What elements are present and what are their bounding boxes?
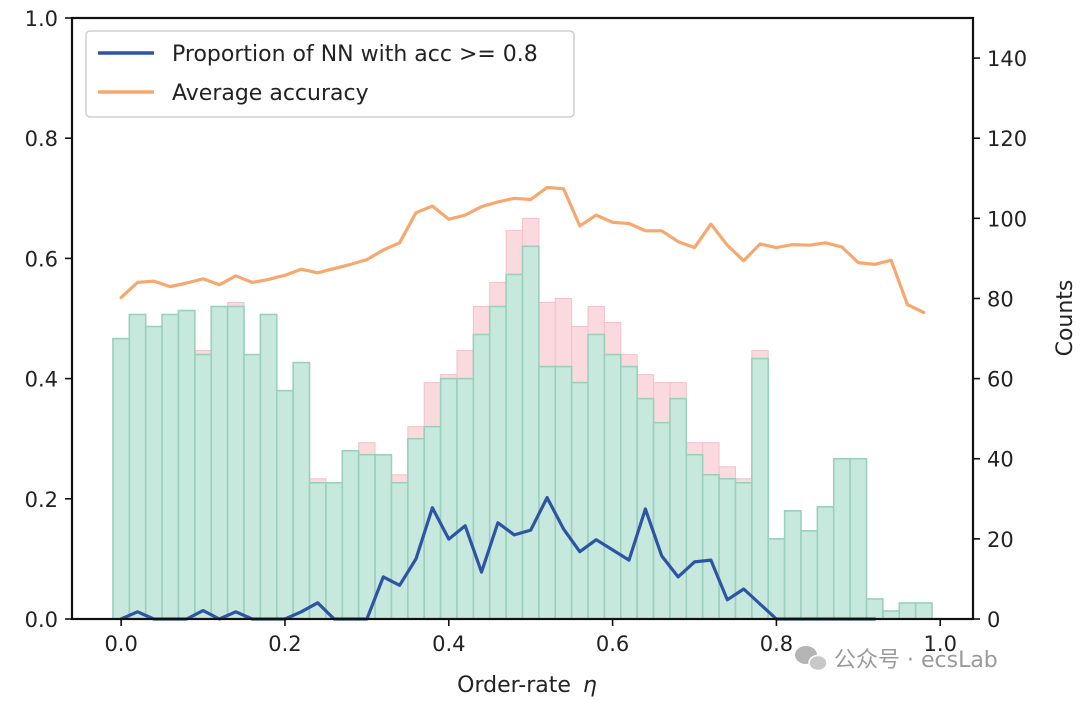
histogram-foreground-bar xyxy=(325,481,344,620)
x-tick-label: 0.2 xyxy=(268,632,301,656)
right-y-tick-label: 60 xyxy=(987,368,1014,392)
histogram-foreground-bar xyxy=(194,353,213,620)
histogram-foreground-bar xyxy=(652,421,671,620)
left-y-tick-label: 0.4 xyxy=(25,368,58,392)
histogram-foreground-bars xyxy=(112,245,933,620)
x-tick-label: 1.0 xyxy=(924,632,957,656)
right-y-tick-label: 120 xyxy=(987,127,1027,151)
right-y-tick-label: 0 xyxy=(987,608,1000,632)
histogram-foreground-bar xyxy=(816,506,835,620)
series-lines xyxy=(119,185,926,621)
histogram-foreground-bar xyxy=(177,309,196,620)
x-axis-ticks: 0.0 0.2 0.4 0.6 0.8 1.0 xyxy=(104,619,957,656)
right-y-tick-label: 140 xyxy=(987,47,1027,71)
left-y-axis-ticks: 0.0 0.2 0.4 0.6 0.8 1.0 xyxy=(25,7,72,632)
plot-frame xyxy=(70,16,975,621)
histogram-foreground-bar xyxy=(472,333,491,620)
histogram-foreground-bar xyxy=(800,530,819,620)
left-y-tick-label: 0.6 xyxy=(25,247,58,271)
right-y-tick-label: 40 xyxy=(987,448,1014,472)
histogram-foreground-bar xyxy=(734,481,753,620)
watermark: 公众号 · ecsLab xyxy=(795,646,998,673)
proportion-line xyxy=(119,496,877,621)
histogram-foreground-bar xyxy=(505,273,524,620)
left-y-tick-label: 0.2 xyxy=(25,488,58,512)
histogram-foreground-bar xyxy=(538,365,557,620)
histogram-foreground-bar xyxy=(226,305,245,620)
histogram-foreground-bar xyxy=(308,481,327,620)
histogram-foreground-bar xyxy=(407,437,426,620)
histogram-foreground-bar xyxy=(603,353,622,620)
histogram-foreground-bar xyxy=(619,365,638,620)
histogram-foreground-bar xyxy=(144,325,163,620)
histogram-foreground-bar xyxy=(570,381,589,620)
histogram-foreground-bar xyxy=(357,453,376,620)
right-y-axis-ticks: 0 20 40 60 80 100 120 140 xyxy=(973,47,1027,632)
histogram-foreground-bar xyxy=(341,449,360,620)
histogram-foreground-bar xyxy=(390,481,409,620)
left-y-tick-label: 0.8 xyxy=(25,127,58,151)
left-y-tick-label: 1.0 xyxy=(25,7,58,31)
histogram-foreground-bar xyxy=(521,245,540,620)
wechat-icon xyxy=(795,646,828,672)
histogram-foreground-bar xyxy=(898,602,917,620)
right-y-tick-label: 80 xyxy=(987,287,1014,311)
histogram-foreground-bar xyxy=(456,377,475,620)
histogram-foreground-bar xyxy=(914,602,933,620)
histogram-foreground-bar xyxy=(783,510,802,620)
watermark-text: 公众号 · ecsLab xyxy=(834,648,998,673)
x-tick-label: 0.4 xyxy=(432,632,465,656)
x-axis-label: Order-rate η xyxy=(457,673,597,698)
histogram-foreground-bar xyxy=(669,397,688,620)
legend-box xyxy=(85,30,575,118)
x-tick-label: 0.6 xyxy=(596,632,629,656)
histogram-foreground-bar xyxy=(882,610,901,620)
histogram-foreground-bar xyxy=(488,305,507,620)
histogram-foreground-bar xyxy=(439,377,458,620)
histogram-foreground-bar xyxy=(210,305,229,620)
histogram-foreground-bar xyxy=(865,598,884,620)
histogram-foreground-bar xyxy=(292,361,311,620)
histogram-foreground-bar xyxy=(751,357,770,620)
histogram-foreground-bar xyxy=(701,473,720,620)
histogram-foreground-bar xyxy=(849,457,868,620)
histogram-foreground-bar xyxy=(587,333,606,620)
histogram-foreground-bar xyxy=(275,389,294,620)
left-y-tick-label: 0.0 xyxy=(25,608,58,632)
histogram-foreground-bar xyxy=(767,538,786,620)
histogram-foreground-bar xyxy=(161,313,180,620)
histogram-foreground-bar xyxy=(112,337,131,620)
legend-label-proportion: Proportion of NN with acc >= 0.8 xyxy=(172,42,538,67)
histogram-foreground-bar xyxy=(259,313,278,620)
x-tick-label: 0.0 xyxy=(104,632,137,656)
right-y-tick-label: 100 xyxy=(987,207,1027,231)
average-accuracy-line xyxy=(119,185,926,315)
right-y-axis-label: Counts xyxy=(1053,280,1078,357)
right-y-tick-label: 20 xyxy=(987,528,1014,552)
histogram-foreground-bar xyxy=(554,365,573,620)
x-tick-label: 0.8 xyxy=(760,632,793,656)
histogram-foreground-bar xyxy=(128,313,147,620)
histogram-foreground-bar xyxy=(685,453,704,620)
legend-label-average-accuracy: Average accuracy xyxy=(172,81,369,106)
legend: Proportion of NN with acc >= 0.8 Average… xyxy=(85,30,575,118)
histogram-foreground-bar xyxy=(832,457,851,620)
histogram-foreground-bar xyxy=(243,353,262,620)
